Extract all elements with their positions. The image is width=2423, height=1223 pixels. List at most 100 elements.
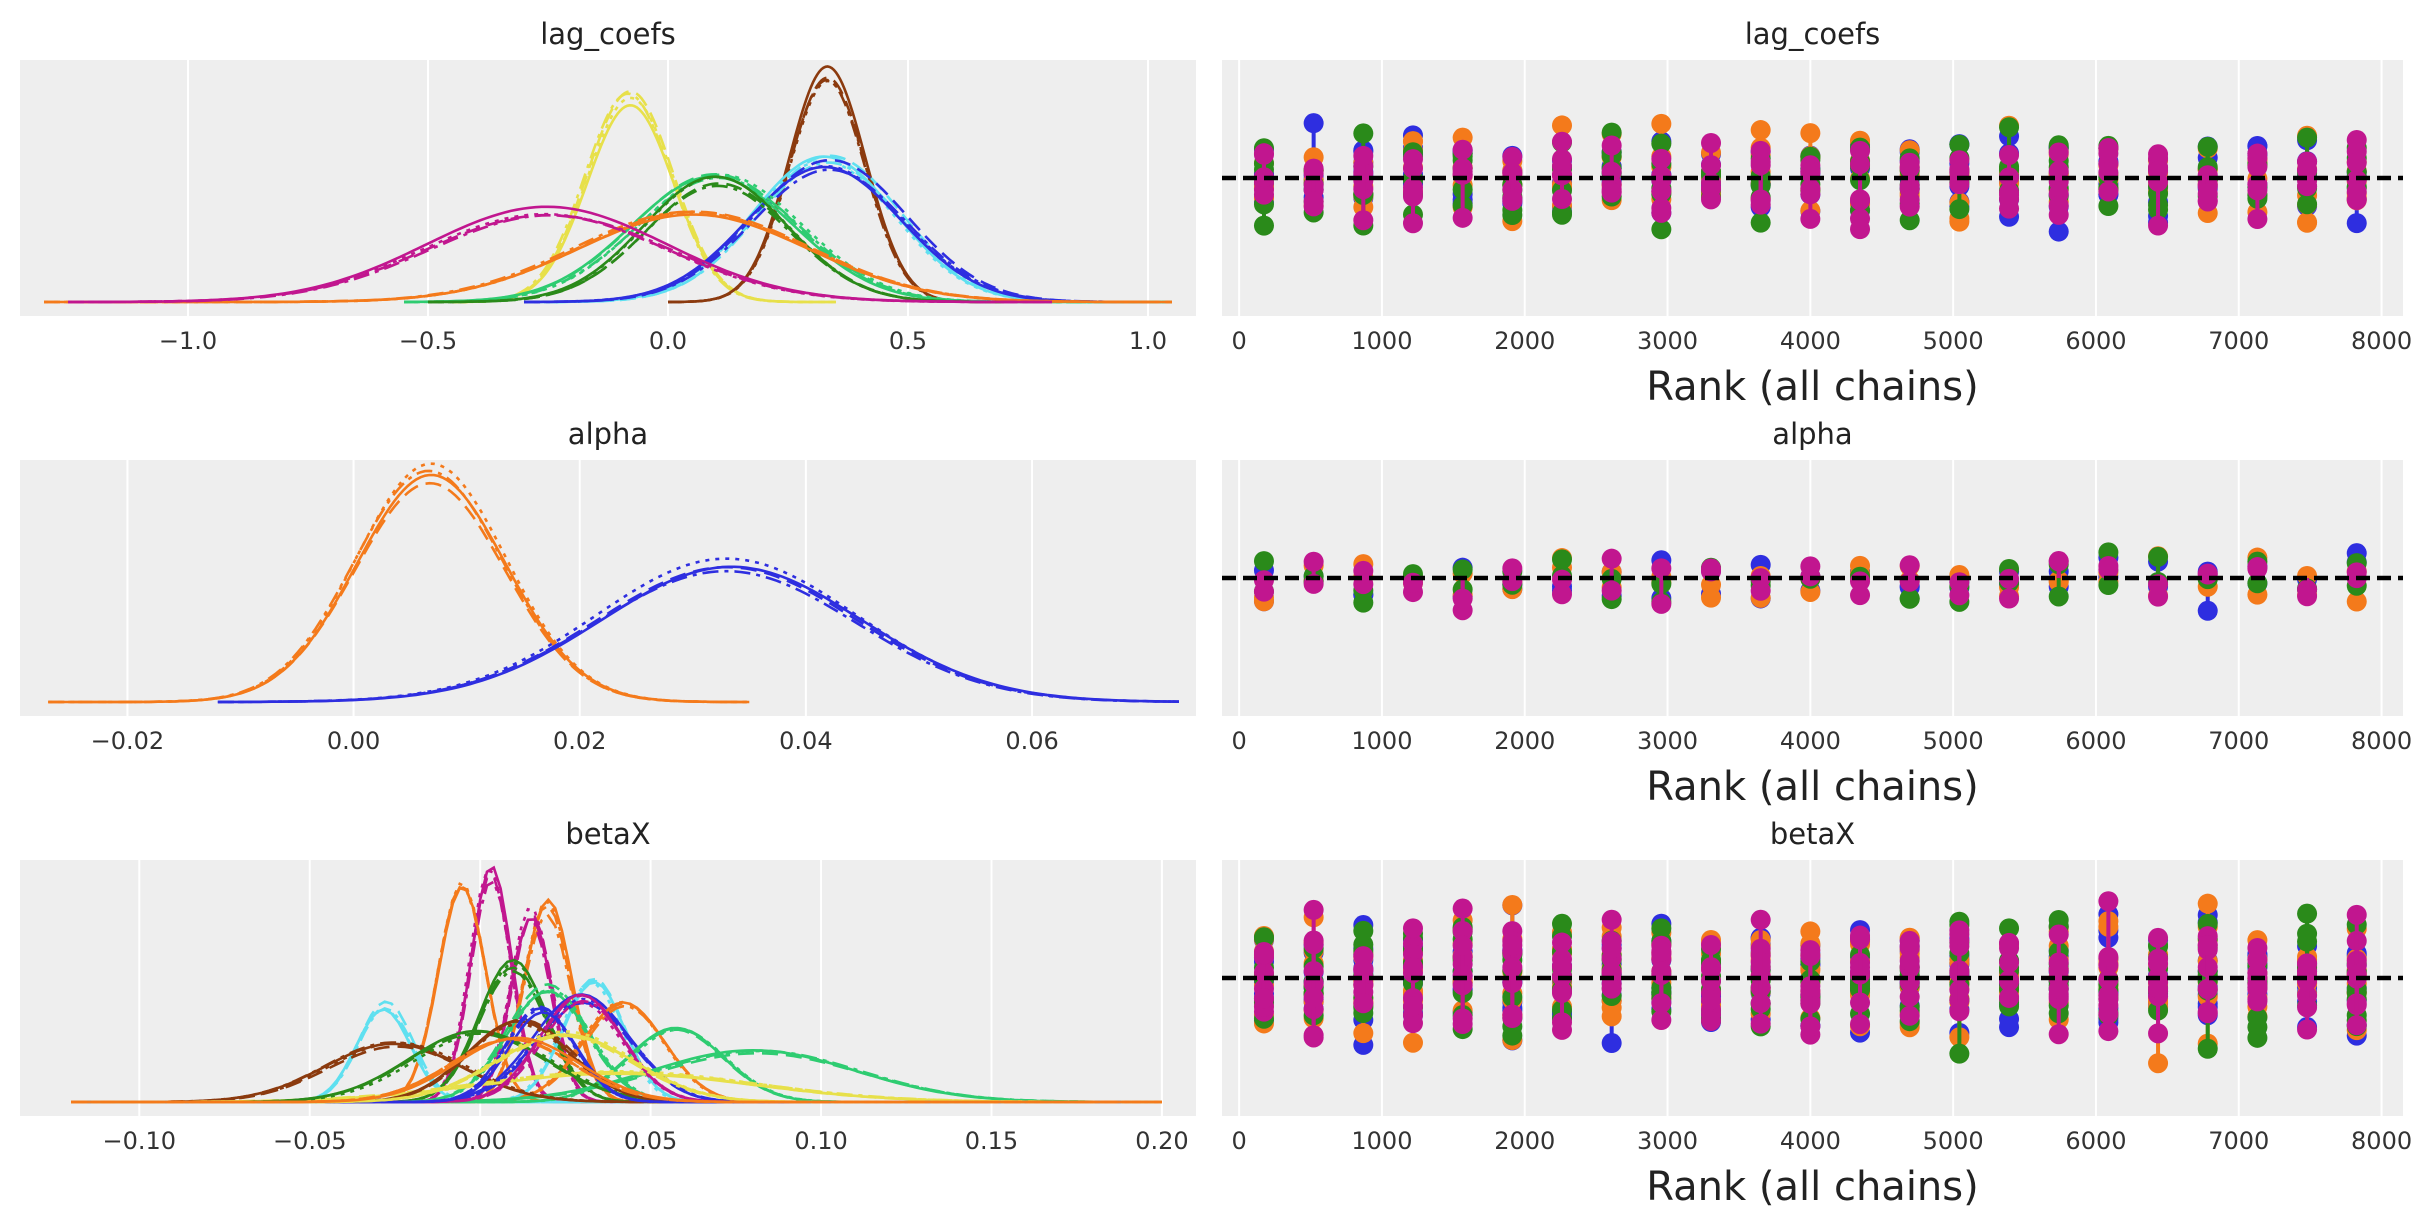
rank-x-axis-label: Rank (all chains)	[1646, 764, 1978, 810]
rank-x-tick-label: 1000	[1351, 327, 1412, 355]
rank-point-chain-3	[1253, 944, 1274, 965]
kde-curve-series-2-chain-3	[524, 161, 1172, 304]
rank-point-chain-3	[1552, 584, 1573, 605]
rank-point-chain-3	[1601, 909, 1622, 930]
rank-x-tick-label: 5000	[1923, 327, 1984, 355]
rank-x-tick-label: 2000	[1494, 727, 1555, 755]
rank-point-chain-3	[1800, 940, 1821, 961]
rank-panel-lag_coefs: 0 1000 2000 3000 4000 5000 6000 7000 8000 lag_coe…	[1222, 17, 2412, 410]
rank-point-chain-0	[1601, 1033, 1622, 1054]
kde-x-tick-label: −0.5	[399, 327, 457, 355]
rank-point-chain-3	[2048, 1024, 2069, 1045]
kde-curve-series-11-chain-3	[71, 1049, 1162, 1104]
rank-x-tick-label: 7000	[2208, 327, 2269, 355]
rank-panel-title: lag_coefs	[1745, 17, 1881, 51]
rank-point-chain-3	[2197, 564, 2218, 585]
rank-point-chain-3	[1651, 202, 1672, 223]
kde-panel-title: betaX	[565, 817, 650, 851]
rank-point-chain-3	[1402, 996, 1423, 1017]
rank-point-chain-3	[1899, 555, 1920, 576]
rank-x-tick-label: 0	[1231, 727, 1246, 755]
rank-point-chain-1	[1800, 921, 1821, 942]
kde-x-tick-label: 1.0	[1129, 327, 1167, 355]
rank-point-chain-2	[2297, 931, 2318, 952]
rank-x-tick-label: 4000	[1780, 727, 1841, 755]
kde-x-tick-label: 0.05	[624, 1127, 677, 1155]
kde-curve-series-0-chain-2	[48, 462, 750, 704]
rank-x-tick-label: 3000	[1637, 1127, 1698, 1155]
rank-point-chain-3	[1651, 558, 1672, 579]
rank-point-chain-3	[2197, 183, 2218, 204]
rank-x-tick-label: 0	[1231, 1127, 1246, 1155]
kde-x-tick-label: 0.00	[327, 727, 380, 755]
kde-curve-series-7-chain-3	[68, 214, 1052, 304]
rank-point-chain-1	[1800, 123, 1821, 144]
rank-x-tick-label: 3000	[1637, 727, 1698, 755]
rank-point-chain-3	[2247, 157, 2268, 178]
rank-point-chain-3	[2048, 960, 2069, 981]
rank-point-chain-3	[1601, 978, 1622, 999]
rank-point-chain-3	[1353, 210, 1374, 231]
rank-point-chain-0	[2197, 600, 2218, 621]
rank-point-chain-1	[1701, 587, 1722, 608]
rank-point-chain-3	[1899, 951, 1920, 972]
rank-point-chain-3	[1402, 182, 1423, 203]
rank-point-chain-2	[1651, 219, 1672, 240]
rank-panel-alpha: 0 1000 2000 3000 4000 5000 6000 7000 8000 alpha Ra…	[1222, 417, 2412, 810]
rank-point-chain-3	[1750, 189, 1771, 210]
rank-point-chain-2	[1949, 1043, 1970, 1064]
kde-curve-series-5-chain-3	[428, 184, 1005, 304]
rank-point-chain-2	[1949, 199, 1970, 220]
rank-point-chain-2	[1552, 204, 1573, 225]
rank-point-chain-3	[2247, 977, 2268, 998]
rank-point-chain-3	[1800, 976, 1821, 997]
rank-point-chain-1	[1402, 1032, 1423, 1053]
rank-point-chain-3	[1402, 158, 1423, 179]
rank-point-chain-3	[1701, 1010, 1722, 1031]
rank-point-chain-3	[1949, 572, 1970, 593]
rank-point-chain-2	[1253, 551, 1274, 572]
rank-point-chain-0	[2048, 221, 2069, 242]
rank-point-chain-3	[2346, 1015, 2367, 1036]
kde-x-tick-label: 0.02	[553, 727, 606, 755]
rank-x-tick-label: 2000	[1494, 1127, 1555, 1155]
rank-x-tick-label: 2000	[1494, 327, 1555, 355]
rank-point-chain-2	[2197, 1038, 2218, 1059]
rank-point-chain-3	[1402, 918, 1423, 939]
rank-x-tick-label: 1000	[1351, 1127, 1412, 1155]
kde-x-tick-label: 0.00	[453, 1127, 506, 1155]
rank-point-chain-3	[1502, 957, 1523, 978]
rank-point-chain-3	[1701, 132, 1722, 153]
rank-point-chain-3	[1253, 988, 1274, 1009]
rank-point-chain-3	[2346, 152, 2367, 173]
rank-point-chain-3	[1850, 219, 1871, 240]
rank-point-chain-2	[2098, 195, 2119, 216]
rank-point-chain-1	[1353, 1023, 1374, 1044]
kde-x-tick-label: 0.5	[889, 327, 927, 355]
rank-point-chain-3	[1949, 160, 1970, 181]
rank-point-chain-2	[2297, 194, 2318, 215]
rank-point-chain-2	[1750, 212, 1771, 233]
rank-point-chain-3	[1402, 213, 1423, 234]
rank-point-chain-3	[1899, 158, 1920, 179]
kde-curve-series-19-chain-2	[71, 1037, 1162, 1104]
rank-point-chain-3	[1601, 938, 1622, 959]
rank-point-chain-3	[1303, 551, 1324, 572]
kde-curve-series-1-chain-1	[217, 565, 1180, 704]
rank-point-chain-3	[2346, 904, 2367, 925]
rank-point-chain-2	[2297, 903, 2318, 924]
rank-point-chain-3	[1651, 593, 1672, 614]
rank-point-chain-3	[1750, 909, 1771, 930]
kde-x-tick-label: −0.02	[91, 727, 165, 755]
rank-point-chain-3	[1651, 1009, 1672, 1030]
rank-point-chain-3	[1899, 972, 1920, 993]
rank-point-chain-3	[2297, 586, 2318, 607]
kde-panel-betaX: −0.10 −0.05 0.00 0.05 0.10 0.15 0.20 betaX	[20, 817, 1196, 1155]
rank-point-chain-3	[1651, 941, 1672, 962]
rank-point-chain-2	[1353, 123, 1374, 144]
rank-point-chain-2	[1651, 133, 1672, 154]
rank-point-chain-3	[1750, 155, 1771, 176]
rank-point-chain-3	[2148, 927, 2169, 948]
rank-point-chain-3	[1999, 588, 2020, 609]
